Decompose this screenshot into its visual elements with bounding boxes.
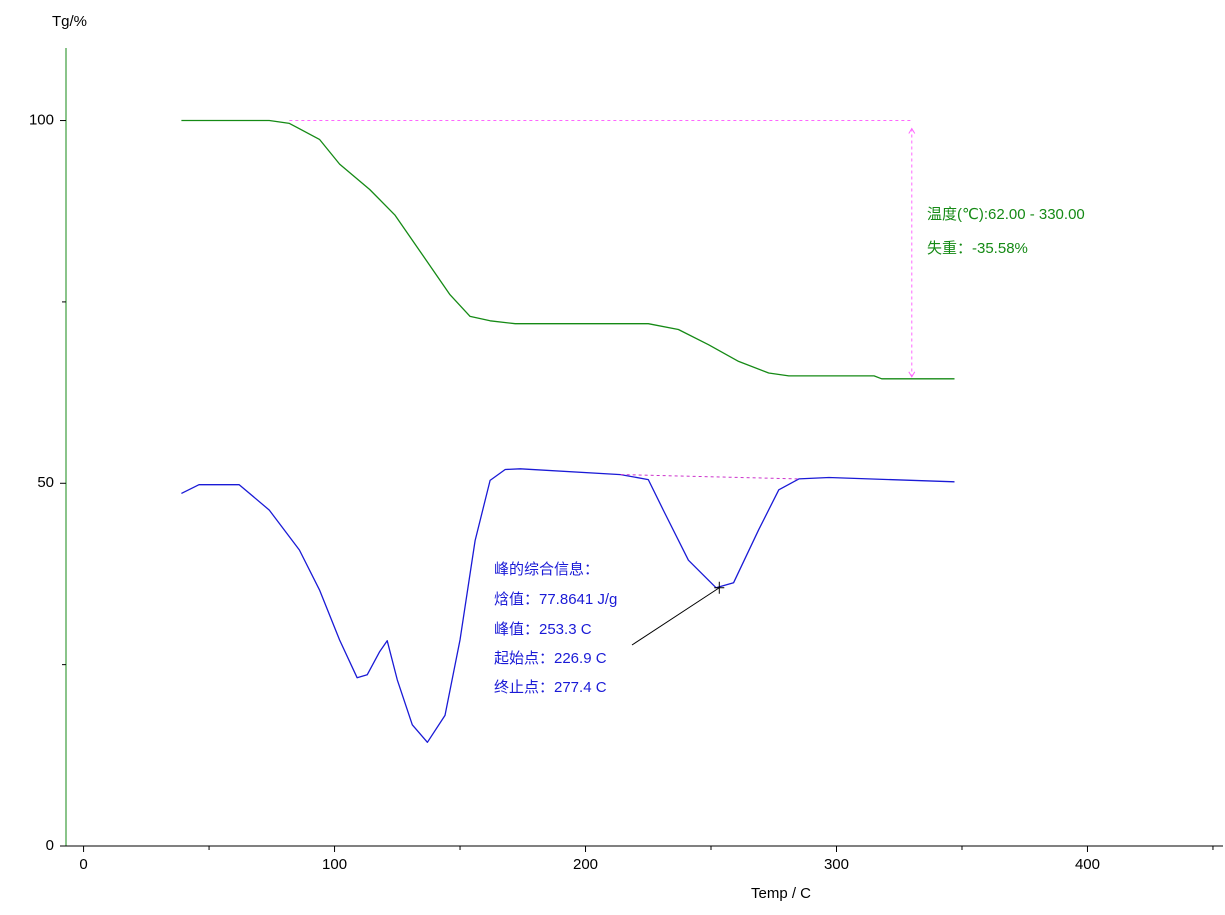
arrow-head	[908, 371, 916, 378]
dsc-annotation: 终止点：277.4 C	[494, 679, 607, 696]
y-axis-label: Tg/%	[52, 13, 87, 30]
arrow-head	[908, 127, 916, 134]
x-tick-label: 300	[824, 856, 849, 873]
dsc-annotation: 峰值：253.3 C	[494, 621, 592, 638]
baseline	[620, 474, 799, 480]
x-axis-label: Temp / C	[751, 885, 811, 902]
tg-annotation: 失重：-35.58%	[927, 240, 1028, 257]
series-line	[181, 468, 955, 743]
x-tick-label: 100	[322, 856, 347, 873]
x-tick-label: 200	[573, 856, 598, 873]
leader-line	[631, 587, 720, 646]
dsc-annotation: 焓值：77.8641 J/g	[494, 591, 617, 608]
x-tick-label: 0	[79, 856, 87, 873]
x-tick-label: 400	[1075, 856, 1100, 873]
tg-annotation: 温度(℃):62.00 - 330.00	[927, 206, 1085, 223]
dsc-annotation: 起始点：226.9 C	[494, 650, 607, 667]
dsc-annotation: 峰的综合信息：	[494, 561, 599, 578]
y-tick-label: 0	[46, 837, 54, 854]
y-tick-label: 100	[29, 112, 54, 129]
series-line	[181, 119, 955, 380]
y-tick-label: 50	[37, 474, 54, 491]
